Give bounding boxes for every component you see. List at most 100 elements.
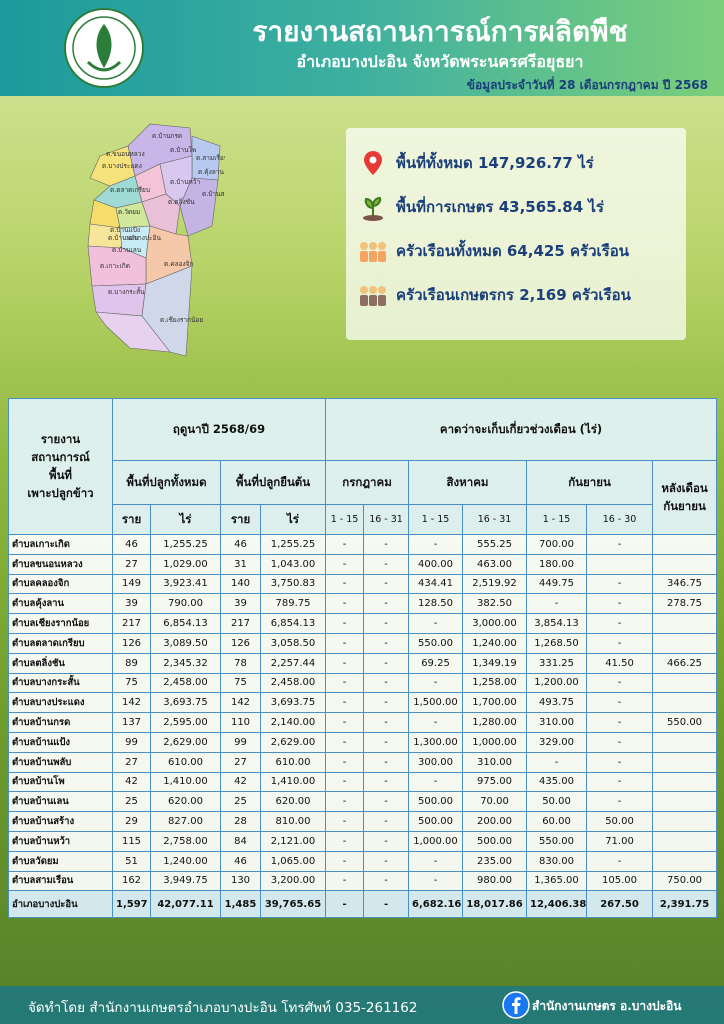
table-row: ตำบลบางกระสั้น 75 2,458.00 75 2,458.00- - -1,2…: [8, 672, 718, 694]
cell: -: [363, 731, 410, 753]
cell: 1,500.00: [408, 692, 464, 714]
cell: [652, 850, 718, 872]
unit-header: ไร่: [259, 504, 327, 535]
table-row: ตำบลบ้านหว้า 115 2,758.00 84 2,121.00- -1,000…: [8, 830, 718, 852]
cell: 126: [112, 632, 151, 654]
row-name: ตำบลคลองจิก: [8, 573, 113, 595]
cell: -: [586, 791, 654, 813]
map-label: ต.ตลาดเกรียบ: [110, 186, 150, 194]
cell: -: [586, 712, 654, 733]
cell: 12,406.38: [526, 890, 588, 919]
cell: 1,240.00: [462, 632, 528, 654]
cell: 463.00: [462, 553, 528, 575]
summary-text: ครัวเรือนทั้งหมด 64,425 ครัวเรือน: [396, 242, 629, 260]
cell: -: [325, 652, 365, 674]
cell: 235.00: [462, 850, 528, 872]
summary-icon: [364, 151, 382, 175]
cell: -: [325, 811, 365, 832]
cell: 2,257.44: [259, 652, 327, 674]
row-name: ตำบลบ้านแป้ง: [8, 731, 113, 753]
cell: [652, 731, 718, 753]
cell: -: [408, 771, 464, 793]
cell: 500.00: [408, 791, 464, 813]
person-head: [360, 242, 368, 250]
cell: 790.00: [150, 593, 221, 615]
cell: 700.00: [526, 534, 588, 555]
row-name: อำเภอบางปะอิน: [8, 890, 113, 919]
row-name: ตำบลบ้านหว้า: [8, 830, 113, 852]
cell: 41.50: [586, 652, 654, 674]
after-header: หลังเดือน กันยายน: [652, 460, 718, 535]
cell: -: [408, 850, 464, 872]
cell: 2,121.00: [259, 830, 327, 852]
cell: 75: [112, 672, 151, 694]
table-row: ตำบลตลาดเกรียบ 126 3,089.50 126 3,058.50- -55…: [8, 632, 718, 654]
person-head: [378, 242, 386, 250]
logo: [64, 8, 144, 88]
cell: [652, 534, 718, 555]
table-row: ตำบลคลองจิก 149 3,923.41 140 3,750.83- -434.4…: [8, 573, 718, 595]
map-label: ต.บางกระสั้น: [108, 287, 145, 296]
cell: [652, 613, 718, 634]
cell: -: [363, 811, 410, 832]
cell: [652, 692, 718, 714]
period-header: 16 - 30: [586, 504, 654, 535]
person-body: [378, 295, 386, 306]
period-header: 16 - 31: [363, 504, 410, 535]
cell: 1,300.00: [408, 731, 464, 753]
cell: -: [363, 573, 410, 595]
cell: -: [363, 692, 410, 714]
map-label: ต.บางประแดง: [102, 162, 142, 170]
cell: 1,365.00: [526, 870, 588, 892]
table-row: ตำบลบ้านเลน 25 620.00 25 620.00- -500.00 70.00…: [8, 791, 718, 813]
cell: 84: [220, 830, 261, 852]
cell: 975.00: [462, 771, 528, 793]
cell: 610.00: [150, 751, 221, 773]
cell: -: [586, 613, 654, 634]
map-label: ต.บ้านสร้าง: [202, 190, 225, 198]
footer: จัดทำโดย สำนักงานเกษตรอำเภอบางปะอิน โทรศ…: [0, 986, 724, 1024]
cell: 382.50: [462, 593, 528, 615]
cell: -: [363, 534, 410, 555]
cell: 39: [112, 593, 151, 615]
cell: [652, 830, 718, 852]
cell: [652, 751, 718, 773]
cell: -: [408, 870, 464, 892]
cell: -: [363, 553, 410, 575]
cell: -: [363, 672, 410, 694]
cell: 1,280.00: [462, 712, 528, 733]
cell: 51: [112, 850, 151, 872]
table-row: ตำบลวัดยม 51 1,240.00 46 1,065.00- - -235.00 83…: [8, 850, 718, 872]
map-label: ต.บ้านโพ: [170, 146, 196, 154]
cell: -: [363, 712, 410, 733]
table-row: ตำบลเชียงรากน้อย 217 6,854.13 217 6,854.13- -…: [8, 613, 718, 634]
cell: -: [325, 850, 365, 872]
summary-row: ครัวเรือนเกษตรกร 2,169 ครัวเรือน: [358, 280, 631, 310]
table-row: ตำบลขนอนหลวง 27 1,029.00 31 1,043.00- -400.00…: [8, 553, 718, 575]
cell: 105.00: [586, 870, 654, 892]
cell: 1,000.00: [462, 731, 528, 753]
map-label: ต.เชียงรากน้อย: [160, 316, 203, 324]
cell: 1,043.00: [259, 553, 327, 575]
cell: 2,519.92: [462, 573, 528, 595]
cell: -: [408, 613, 464, 634]
cell: 3,923.41: [150, 573, 221, 595]
cell: 500.00: [408, 811, 464, 832]
cell: 3,693.75: [259, 692, 327, 714]
cell: -: [325, 771, 365, 793]
table-row: ตำบลบ้านพลับ 27 610.00 27 610.00- -300.00 310.…: [8, 751, 718, 773]
row-name: ตำบลบางกระสั้น: [8, 672, 113, 694]
cell: 1,597: [112, 890, 151, 919]
cell: 137: [112, 712, 151, 733]
cell: 25: [112, 791, 151, 813]
cell: -: [408, 672, 464, 694]
row-name: ตำบลบ้านเลน: [8, 791, 113, 813]
title: รายงานสถานการณ์การผลิตพืช: [252, 15, 628, 48]
cell: 980.00: [462, 870, 528, 892]
cell: 810.00: [259, 811, 327, 832]
cell: 162: [112, 870, 151, 892]
cell: -: [325, 791, 365, 813]
table-row: ตำบลตลิ่งชัน 89 2,345.32 78 2,257.44- -69.25 1…: [8, 652, 718, 674]
cell: -: [325, 751, 365, 773]
row-name: ตำบลบ้านโพ: [8, 771, 113, 793]
